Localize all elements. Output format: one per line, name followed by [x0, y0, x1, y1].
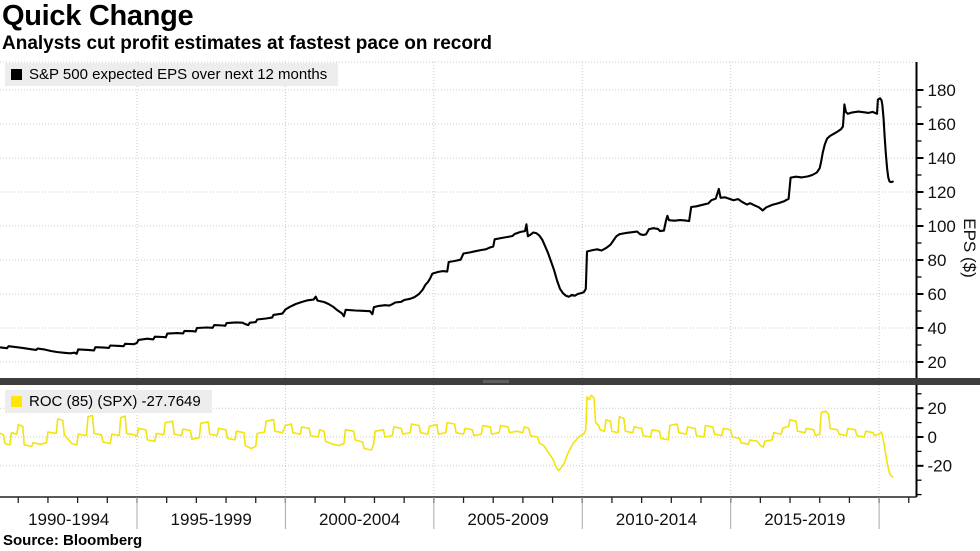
eps-legend-swatch-icon — [11, 69, 22, 80]
panel-resize-handle[interactable] — [483, 380, 509, 383]
y-axis: 20 40 60 80 100 120 140 160 180 EPS ($) -20 0 20 — [915, 62, 979, 497]
eps-legend: S&P 500 expected EPS over next 12 months — [5, 63, 339, 86]
svg-text:100: 100 — [928, 217, 956, 236]
svg-text:160: 160 — [928, 115, 956, 134]
panel-divider — [0, 378, 980, 385]
svg-text:120: 120 — [928, 183, 956, 202]
roc-legend: ROC (85) (SPX) -27.7649 — [5, 390, 212, 413]
svg-text:20: 20 — [928, 353, 947, 372]
svg-text:60: 60 — [928, 285, 947, 304]
x-axis-period-label: 2005-2009 — [467, 510, 548, 529]
chart-canvas: 20 40 60 80 100 120 140 160 180 EPS ($) -20 0 20 1990… — [0, 61, 979, 529]
source-label: Source: Bloomberg — [3, 532, 143, 549]
eps-series-line — [0, 97, 894, 355]
svg-text:80: 80 — [928, 251, 947, 270]
svg-text:40: 40 — [928, 319, 947, 338]
x-axis-period-label: 1995-1999 — [171, 510, 252, 529]
x-axis-period-label: 1990-1994 — [28, 510, 109, 529]
page-title: Quick Change — [2, 0, 194, 32]
svg-text:-20: -20 — [928, 457, 953, 476]
x-axis-period-label: 2000-2004 — [319, 510, 400, 529]
svg-text:20: 20 — [928, 399, 947, 418]
gridlines — [0, 61, 917, 497]
svg-text:180: 180 — [928, 81, 956, 100]
x-axis: 1990-1994 1995-1999 2000-2004 2005-2009 2010… — [0, 496, 917, 529]
eps-axis-label: EPS ($) — [960, 218, 979, 278]
svg-text:0: 0 — [928, 428, 937, 447]
x-axis-period-label: 2015-2019 — [764, 510, 845, 529]
x-axis-period-label: 2010-2014 — [616, 510, 697, 529]
page-subtitle: Analysts cut profit estimates at fastest… — [2, 33, 492, 54]
roc-legend-label: ROC (85) (SPX) -27.7649 — [29, 393, 201, 410]
roc-series-line — [0, 394, 894, 478]
svg-text:140: 140 — [928, 149, 956, 168]
eps-legend-label: S&P 500 expected EPS over next 12 months — [29, 66, 328, 83]
roc-legend-swatch-icon — [11, 396, 22, 407]
